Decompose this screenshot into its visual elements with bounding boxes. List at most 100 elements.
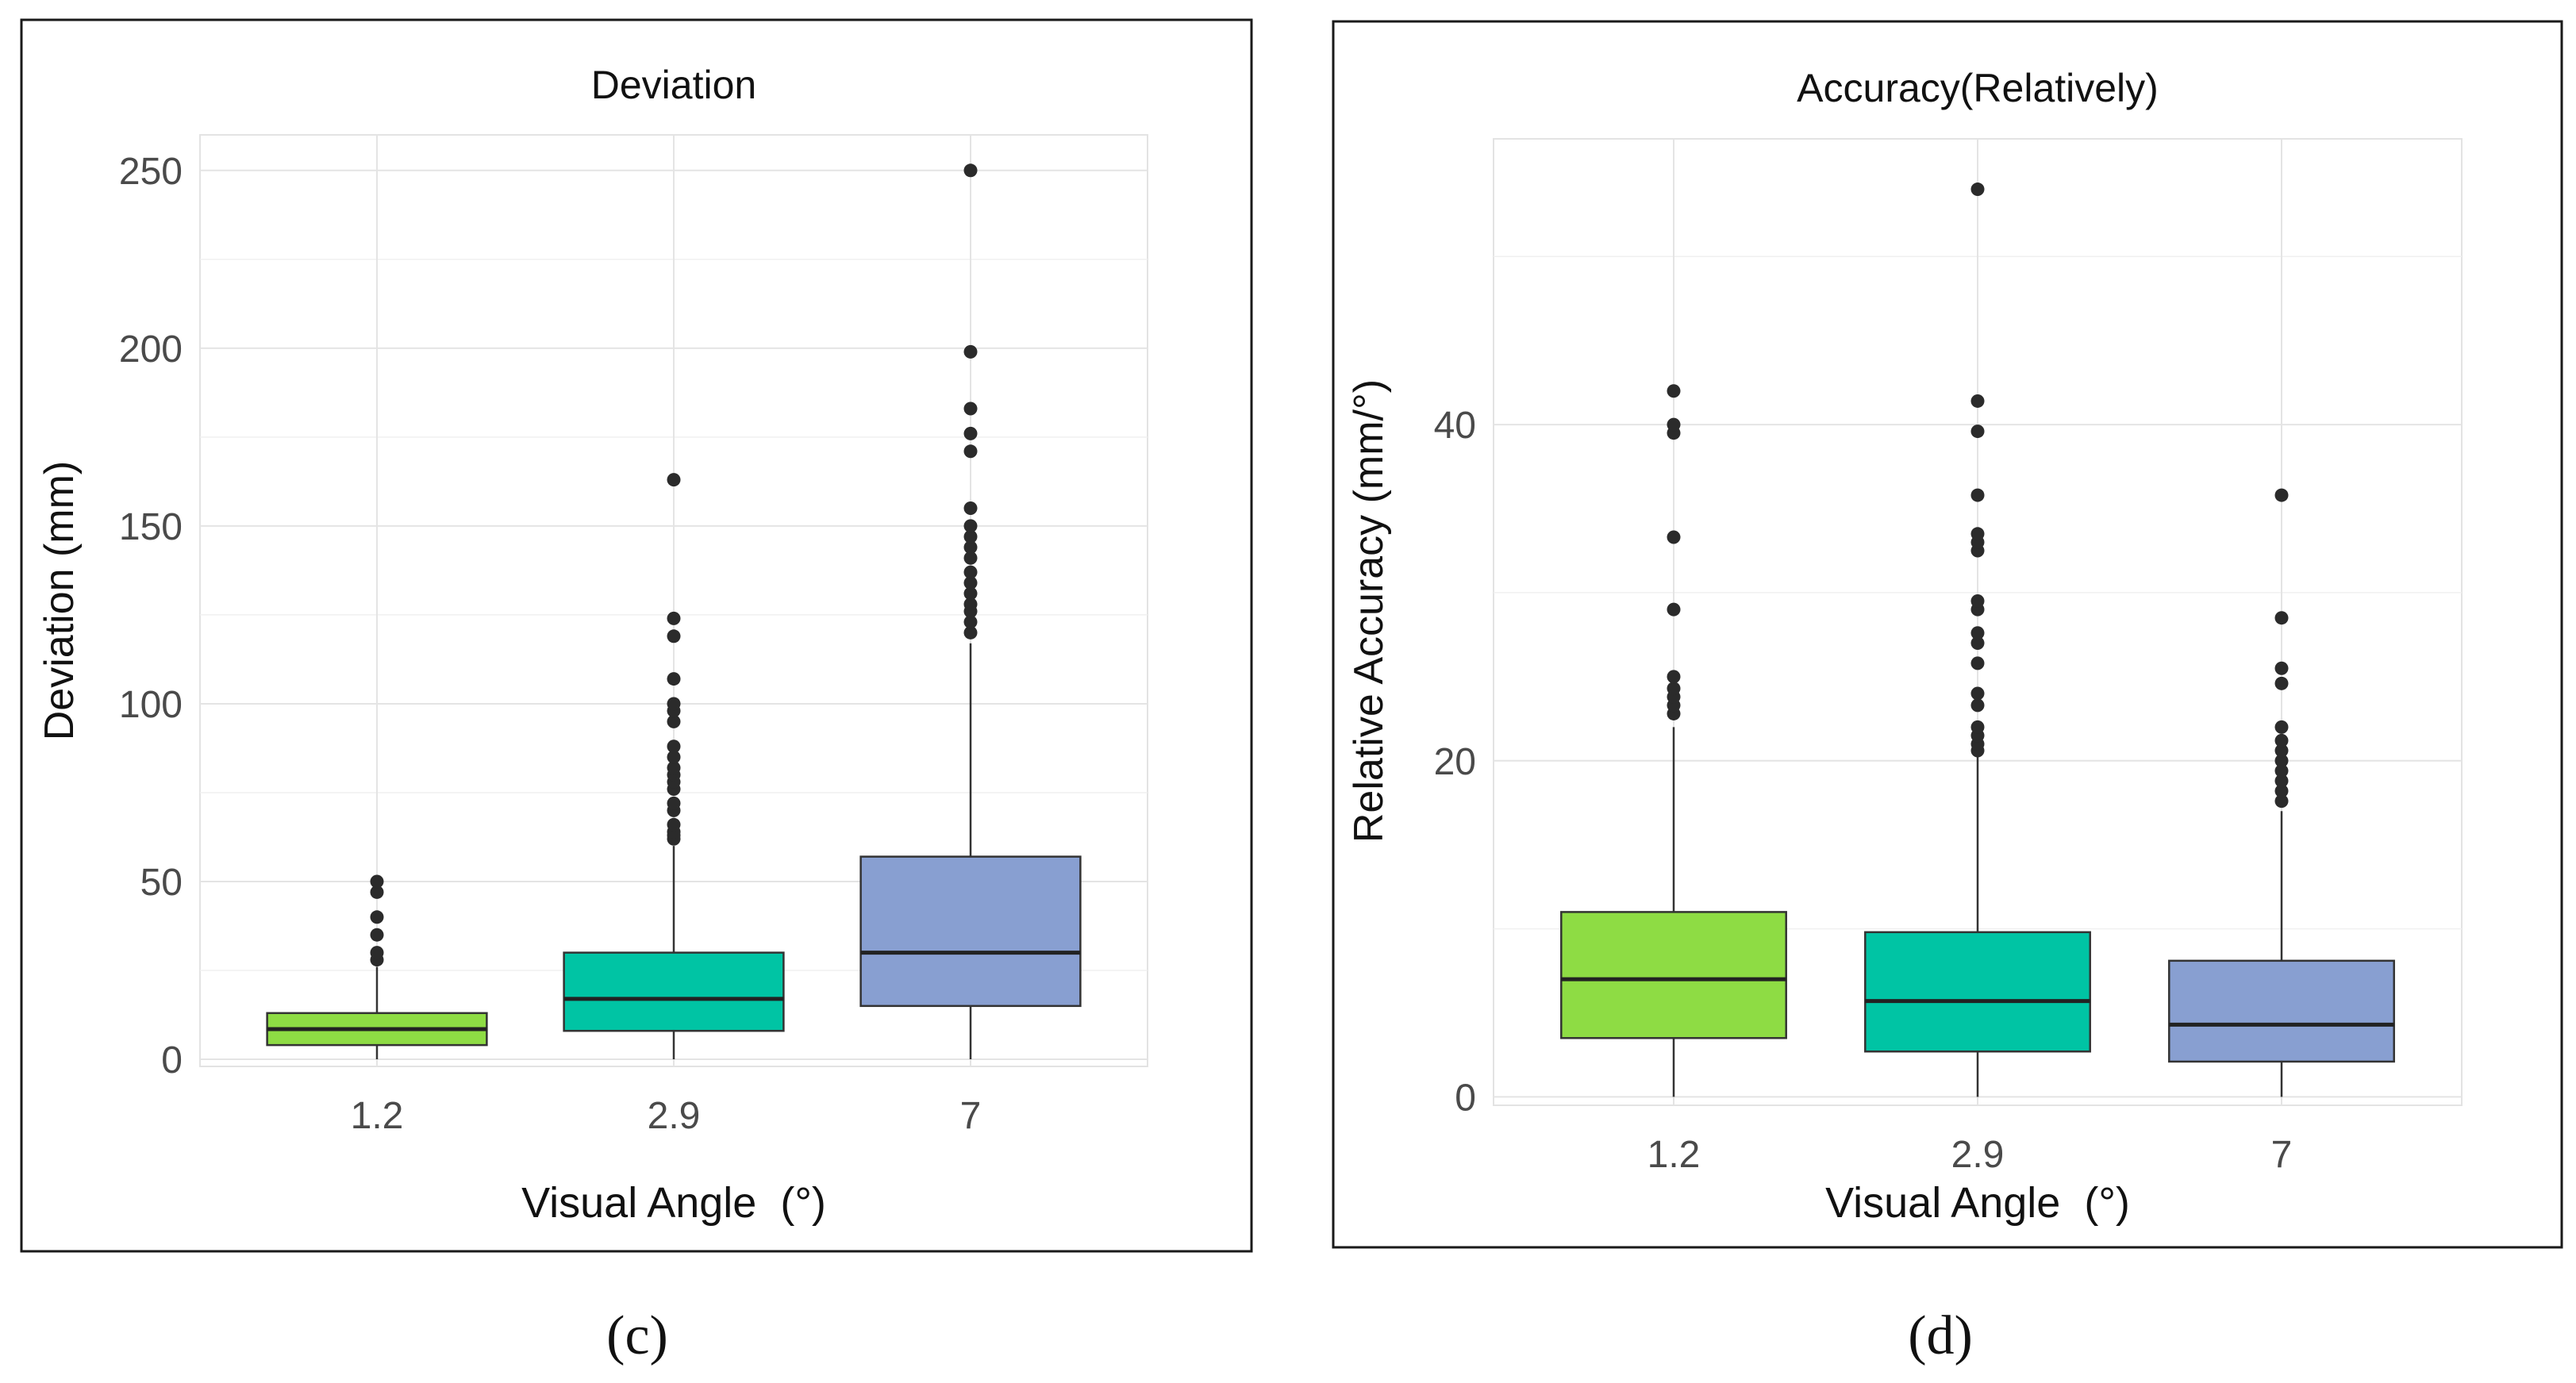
outlier-point — [667, 611, 681, 625]
outlier-point — [963, 426, 978, 440]
outlier-point — [370, 946, 384, 960]
outlier-point — [963, 163, 978, 178]
outlier-point — [2274, 733, 2289, 747]
outlier-point — [1667, 384, 1681, 398]
panel-d-label: (d) — [1908, 1305, 1973, 1366]
outlier-point — [1970, 425, 1985, 439]
box-c-1-2 — [266, 874, 488, 1060]
outlier-point — [963, 401, 978, 416]
outlier-point — [667, 750, 681, 764]
outlier-point — [1970, 527, 1985, 541]
panel-c-ticks: 0 50 100 150 200 250 1.2 2.9 7 — [119, 151, 981, 1137]
panel-c-y-tick-label: 250 — [119, 151, 183, 193]
outlier-point — [2274, 720, 2289, 734]
panel-d-x-axis-label: Visual Angle (°) — [1825, 1179, 2130, 1227]
outlier-point — [963, 444, 978, 459]
outlier-point — [2274, 661, 2289, 675]
outlier-point — [963, 540, 978, 555]
panel-c-x-axis-label: Visual Angle (°) — [521, 1179, 826, 1227]
outlier-point — [1970, 394, 1985, 408]
outlier-point — [2274, 488, 2289, 502]
outlier-point — [370, 910, 384, 924]
outlier-point — [370, 874, 384, 889]
panel-c-boxes — [266, 163, 1082, 1060]
outlier-point — [963, 565, 978, 579]
panel-c-y-axis-label: Deviation (mm) — [37, 461, 83, 741]
panel-c-y-tick-label: 0 — [161, 1039, 183, 1081]
box-c-7 — [859, 163, 1082, 1060]
iqr-box — [563, 951, 785, 1032]
panel-c-title: Deviation — [591, 63, 756, 107]
outlier-point — [2274, 676, 2289, 690]
iqr-box — [1560, 911, 1787, 1039]
outlier-point — [1970, 626, 1985, 640]
box-d-1-2 — [1560, 384, 1787, 1097]
outlier-point — [1970, 636, 1985, 650]
outlier-point — [2274, 794, 2289, 809]
panel-c-x-tick-label: 2.9 — [648, 1095, 701, 1137]
panel-d: 0 20 40 1.2 2.9 7 Accuracy(Relatively) Visual… — [1332, 20, 2563, 1249]
outlier-point — [667, 697, 681, 711]
panel-d-y-tick-label: 20 — [1434, 741, 1476, 783]
outlier-point — [667, 796, 681, 810]
panel-d-boxes — [1560, 182, 2395, 1097]
outlier-point — [963, 344, 978, 359]
outlier-point — [1667, 602, 1681, 617]
outlier-point — [1667, 530, 1681, 544]
outlier-point — [1970, 488, 1985, 502]
outlier-point — [2274, 611, 2289, 625]
outlier-point — [2274, 774, 2289, 788]
outlier-point — [963, 597, 978, 611]
outlier-point — [2274, 784, 2289, 798]
outlier-point — [370, 885, 384, 899]
panel-d-y-axis-label: Relative Accuracy (mm/°) — [1346, 379, 1392, 843]
outlier-point — [1970, 594, 1985, 609]
panel-c-label: (c) — [606, 1305, 668, 1366]
outlier-point — [667, 672, 681, 686]
outlier-point — [963, 501, 978, 515]
panel-c-y-tick-label: 50 — [140, 862, 183, 904]
panel-d-y-tick-label: 0 — [1455, 1077, 1476, 1119]
outlier-point — [1970, 182, 1985, 197]
panel-d-ticks: 0 20 40 1.2 2.9 7 — [1434, 405, 2293, 1176]
iqr-box — [859, 855, 1082, 1008]
outlier-point — [963, 551, 978, 565]
panel-d-y-tick-label: 40 — [1434, 405, 1476, 447]
outlier-point — [2274, 743, 2289, 758]
box-c-2-9 — [563, 473, 785, 1060]
panel-c-y-tick-label: 100 — [119, 684, 183, 726]
outlier-point — [1667, 682, 1681, 696]
outlier-point — [963, 529, 978, 544]
outlier-point — [1970, 720, 1985, 734]
outlier-point — [667, 714, 681, 728]
iqr-box — [2168, 959, 2395, 1063]
outlier-point — [667, 629, 681, 643]
panel-c-y-tick-label: 150 — [119, 506, 183, 548]
box-d-2-9 — [1864, 182, 2091, 1097]
outlier-point — [667, 761, 681, 775]
outlier-point — [667, 473, 681, 487]
outlier-point — [963, 586, 978, 601]
outlier-point — [963, 576, 978, 590]
outlier-point — [667, 740, 681, 754]
outlier-point — [667, 817, 681, 832]
panel-c-x-tick-label: 1.2 — [351, 1095, 404, 1137]
outlier-point — [2274, 754, 2289, 768]
outlier-point — [963, 625, 978, 640]
panel-d-x-tick-label: 2.9 — [1951, 1134, 2005, 1176]
outlier-point — [1667, 670, 1681, 684]
outlier-point — [1970, 686, 1985, 701]
outlier-point — [2274, 763, 2289, 778]
panel-c-x-tick-label: 7 — [960, 1095, 982, 1137]
outlier-point — [963, 519, 978, 533]
panel-d-x-tick-label: 1.2 — [1647, 1134, 1701, 1176]
panel-d-title: Accuracy(Relatively) — [1797, 66, 2159, 110]
outlier-point — [1970, 656, 1985, 670]
iqr-box — [1864, 931, 2091, 1053]
box-d-7 — [2168, 488, 2395, 1097]
panel-d-x-tick-label: 7 — [2271, 1134, 2293, 1176]
outlier-point — [1970, 698, 1985, 713]
panel-c: 0 50 100 150 200 250 1.2 2.9 7 Deviation Visual … — [20, 18, 1253, 1253]
